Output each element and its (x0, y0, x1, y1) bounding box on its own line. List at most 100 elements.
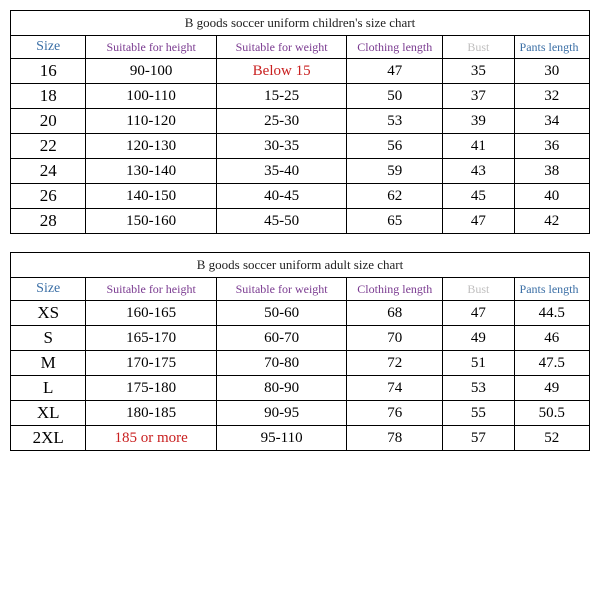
adult-cell-clen: 68 (347, 301, 443, 326)
adult-cell-bust: 47 (443, 301, 514, 326)
children-cell-bust: 43 (443, 159, 514, 184)
adult-cell-pants: 47.5 (514, 351, 589, 376)
adult-row: XS160-16550-60684744.5 (11, 301, 590, 326)
children-row: 20110-12025-30533934 (11, 109, 590, 134)
children-cell-bust: 47 (443, 209, 514, 234)
adult-cell-weight: 90-95 (216, 401, 346, 426)
children-row: 24130-14035-40594338 (11, 159, 590, 184)
children-cell-pants: 30 (514, 59, 589, 84)
children-cell-clen: 56 (347, 134, 443, 159)
children-row: 1690-100Below 15473530 (11, 59, 590, 84)
adult-hdr-pants: Pants length (514, 278, 589, 301)
adult-cell-weight: 80-90 (216, 376, 346, 401)
children-cell-height: 120-130 (86, 134, 216, 159)
children-cell-clen: 50 (347, 84, 443, 109)
children-cell-height: 110-120 (86, 109, 216, 134)
children-cell-weight: 15-25 (216, 84, 346, 109)
children-cell-size: 20 (11, 109, 86, 134)
children-cell-pants: 38 (514, 159, 589, 184)
adult-cell-weight: 95-110 (216, 426, 346, 451)
adult-title: B goods soccer uniform adult size chart (11, 253, 590, 278)
adult-cell-clen: 70 (347, 326, 443, 351)
children-hdr-clen: Clothing length (347, 36, 443, 59)
adult-cell-size: M (11, 351, 86, 376)
children-cell-bust: 37 (443, 84, 514, 109)
children-title: B goods soccer uniform children's size c… (11, 11, 590, 36)
children-row: 28150-16045-50654742 (11, 209, 590, 234)
children-cell-height: 130-140 (86, 159, 216, 184)
children-cell-clen: 59 (347, 159, 443, 184)
children-cell-size: 22 (11, 134, 86, 159)
adult-cell-pants: 46 (514, 326, 589, 351)
children-cell-bust: 45 (443, 184, 514, 209)
children-cell-weight: 40-45 (216, 184, 346, 209)
adult-cell-clen: 74 (347, 376, 443, 401)
children-cell-weight: Below 15 (216, 59, 346, 84)
adult-cell-pants: 52 (514, 426, 589, 451)
children-cell-weight: 35-40 (216, 159, 346, 184)
adult-hdr-clen: Clothing length (347, 278, 443, 301)
children-cell-clen: 53 (347, 109, 443, 134)
adult-hdr-bust: Bust (443, 278, 514, 301)
adult-cell-height: 180-185 (86, 401, 216, 426)
children-cell-size: 24 (11, 159, 86, 184)
children-cell-size: 26 (11, 184, 86, 209)
children-cell-bust: 39 (443, 109, 514, 134)
adult-cell-height: 160-165 (86, 301, 216, 326)
adult-cell-pants: 49 (514, 376, 589, 401)
children-cell-weight: 30-35 (216, 134, 346, 159)
children-cell-pants: 32 (514, 84, 589, 109)
children-size-table: B goods soccer uniform children's size c… (10, 10, 590, 234)
children-cell-size: 16 (11, 59, 86, 84)
children-cell-size: 28 (11, 209, 86, 234)
children-hdr-size: Size (11, 36, 86, 59)
children-cell-pants: 42 (514, 209, 589, 234)
adult-cell-size: S (11, 326, 86, 351)
adult-cell-pants: 44.5 (514, 301, 589, 326)
children-row: 22120-13030-35564136 (11, 134, 590, 159)
adult-cell-weight: 50-60 (216, 301, 346, 326)
children-cell-height: 150-160 (86, 209, 216, 234)
children-cell-height: 100-110 (86, 84, 216, 109)
adult-cell-pants: 50.5 (514, 401, 589, 426)
children-cell-weight: 25-30 (216, 109, 346, 134)
adult-cell-clen: 78 (347, 426, 443, 451)
adult-cell-height: 170-175 (86, 351, 216, 376)
adult-row: L175-18080-90745349 (11, 376, 590, 401)
children-hdr-pants: Pants length (514, 36, 589, 59)
children-cell-clen: 47 (347, 59, 443, 84)
children-cell-pants: 34 (514, 109, 589, 134)
adult-cell-size: XL (11, 401, 86, 426)
children-cell-height: 90-100 (86, 59, 216, 84)
adult-row: S165-17060-70704946 (11, 326, 590, 351)
children-row: 26140-15040-45624540 (11, 184, 590, 209)
children-cell-height: 140-150 (86, 184, 216, 209)
adult-cell-size: 2XL (11, 426, 86, 451)
children-hdr-weight: Suitable for weight (216, 36, 346, 59)
children-hdr-bust: Bust (443, 36, 514, 59)
children-row: 18100-11015-25503732 (11, 84, 590, 109)
adult-cell-bust: 51 (443, 351, 514, 376)
adult-cell-bust: 57 (443, 426, 514, 451)
adult-hdr-height: Suitable for height (86, 278, 216, 301)
children-cell-bust: 35 (443, 59, 514, 84)
children-cell-bust: 41 (443, 134, 514, 159)
adult-cell-clen: 72 (347, 351, 443, 376)
adult-cell-weight: 70-80 (216, 351, 346, 376)
adult-cell-height: 175-180 (86, 376, 216, 401)
adult-cell-weight: 60-70 (216, 326, 346, 351)
adult-hdr-size: Size (11, 278, 86, 301)
adult-cell-clen: 76 (347, 401, 443, 426)
adult-cell-size: XS (11, 301, 86, 326)
adult-row: XL180-18590-95765550.5 (11, 401, 590, 426)
adult-row: M170-17570-80725147.5 (11, 351, 590, 376)
adult-cell-bust: 53 (443, 376, 514, 401)
children-cell-clen: 65 (347, 209, 443, 234)
adult-cell-height: 185 or more (86, 426, 216, 451)
adult-size-table: B goods soccer uniform adult size chartS… (10, 252, 590, 451)
adult-cell-bust: 55 (443, 401, 514, 426)
adult-cell-bust: 49 (443, 326, 514, 351)
children-cell-pants: 40 (514, 184, 589, 209)
adult-cell-height: 165-170 (86, 326, 216, 351)
adult-row: 2XL185 or more95-110785752 (11, 426, 590, 451)
